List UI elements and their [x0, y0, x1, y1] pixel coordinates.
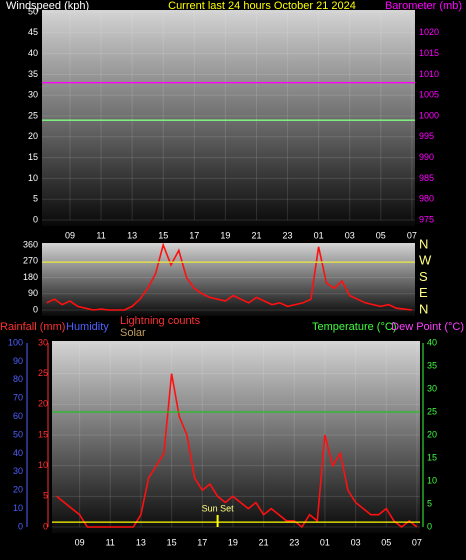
y-tick-label: 30 — [38, 337, 48, 347]
y2-tick-label: 30 — [427, 383, 437, 393]
y-tick-label: 25 — [38, 368, 48, 378]
y-tick-label: 30 — [28, 90, 38, 100]
y2-tick-label: 0 — [427, 521, 432, 531]
plot-area — [42, 10, 415, 226]
x-tick-label: 05 — [381, 537, 391, 547]
x-tick-label: 21 — [251, 230, 261, 240]
x-tick-label: 03 — [351, 537, 361, 547]
y-tick-label: 0 — [43, 521, 48, 531]
y3-tick-label: 30 — [13, 466, 23, 476]
y3-tick-label: 90 — [13, 356, 23, 366]
x-tick-label: 05 — [376, 230, 386, 240]
plot-area — [42, 243, 415, 316]
y3-tick-label: 20 — [13, 485, 23, 495]
y2-tick-label: 15 — [427, 452, 437, 462]
y-tick-label: 25 — [28, 110, 38, 120]
y2-label-2: Dew Point (°C) — [391, 321, 464, 333]
y3-tick-label: 100 — [8, 337, 23, 347]
y2-tick-label: 995 — [419, 131, 434, 141]
y2-tick-label: 1015 — [419, 48, 439, 58]
legend-label: Lightning counts — [120, 315, 201, 327]
data-line — [56, 373, 418, 529]
y3-tick-label: 10 — [13, 503, 23, 513]
x-tick-label: 17 — [197, 537, 207, 547]
x-tick-label: 15 — [158, 230, 168, 240]
x-tick-label: 13 — [136, 537, 146, 547]
x-tick-label: 09 — [75, 537, 85, 547]
y-tick-label: 0 — [33, 214, 38, 224]
y-tick-label: 40 — [28, 48, 38, 58]
x-tick-label: 23 — [289, 537, 299, 547]
x-tick-label: 01 — [320, 537, 330, 547]
y2-tick-label: 985 — [419, 173, 434, 183]
y-label: Rainfall (mm) — [0, 321, 65, 333]
y2-tick-label: 980 — [419, 194, 434, 204]
plot-area — [52, 341, 420, 533]
y2-tick-label: 1010 — [419, 69, 439, 79]
annotation: Sun Set — [202, 503, 235, 513]
y-tick-label: 15 — [38, 429, 48, 439]
y2-tick-label: 990 — [419, 152, 434, 162]
y-tick-label: 20 — [28, 131, 38, 141]
chart-title: Current last 24 hours October 21 2024 — [168, 0, 356, 12]
y-tick-label: 270 — [23, 256, 38, 266]
y-tick-label: 10 — [28, 173, 38, 183]
x-tick-label: 19 — [220, 230, 230, 240]
x-tick-label: 03 — [345, 230, 355, 240]
y2-tick-label: N — [419, 236, 428, 251]
y2-tick-label: S — [419, 269, 428, 284]
y2-tick-label: 10 — [427, 475, 437, 485]
y2-label: Temperature (°C) — [312, 321, 396, 333]
y-tick-label: 10 — [38, 460, 48, 470]
y2-tick-label: 20 — [427, 429, 437, 439]
y2-tick-label: E — [419, 285, 428, 300]
x-tick-label: 21 — [259, 537, 269, 547]
y-tick-label: 5 — [33, 194, 38, 204]
y3-tick-label: 70 — [13, 393, 23, 403]
x-tick-label: 13 — [127, 230, 137, 240]
y-tick-label: 0 — [33, 304, 38, 314]
x-tick-label: 19 — [228, 537, 238, 547]
y2-tick-label: 1005 — [419, 90, 439, 100]
x-tick-label: 11 — [106, 537, 115, 547]
y-tick-label: 45 — [28, 27, 38, 37]
y-tick-label: 15 — [28, 152, 38, 162]
x-tick-label: 07 — [407, 230, 417, 240]
y3-label: Humidity — [66, 321, 109, 333]
y2-tick-label: W — [419, 253, 432, 268]
x-tick-label: 17 — [189, 230, 199, 240]
y2-tick-label: 25 — [427, 406, 437, 416]
y-label: Windspeed (kph) — [6, 0, 89, 12]
y2-tick-label: N — [419, 301, 428, 316]
y2-tick-label: 5 — [427, 498, 432, 508]
y3-tick-label: 60 — [13, 411, 23, 421]
x-tick-label: 11 — [96, 230, 105, 240]
y-tick-label: 5 — [43, 491, 48, 501]
y-tick-label: 90 — [28, 288, 38, 298]
legend-label: Solar — [120, 327, 146, 339]
x-tick-label: 07 — [412, 537, 422, 547]
y2-tick-label: 1020 — [419, 27, 439, 37]
y-tick-label: 35 — [28, 69, 38, 79]
y-tick-label: 20 — [38, 399, 48, 409]
y-tick-label: 180 — [23, 272, 38, 282]
y2-tick-label: 40 — [427, 337, 437, 347]
y2-tick-label: 975 — [419, 214, 434, 224]
y3-tick-label: 80 — [13, 374, 23, 384]
y-tick-label: 360 — [23, 239, 38, 249]
data-line — [46, 242, 412, 311]
y3-tick-label: 50 — [13, 429, 23, 439]
x-tick-label: 09 — [65, 230, 75, 240]
x-tick-label: 01 — [314, 230, 324, 240]
x-tick-label: 23 — [283, 230, 293, 240]
y2-tick-label: 1000 — [419, 110, 439, 120]
x-tick-label: 15 — [167, 537, 177, 547]
y-tick-label: 50 — [28, 6, 38, 16]
y2-tick-label: 35 — [427, 360, 437, 370]
y3-tick-label: 0 — [18, 521, 23, 531]
y3-tick-label: 40 — [13, 448, 23, 458]
y2-label: Barometer (mb) — [385, 0, 462, 12]
